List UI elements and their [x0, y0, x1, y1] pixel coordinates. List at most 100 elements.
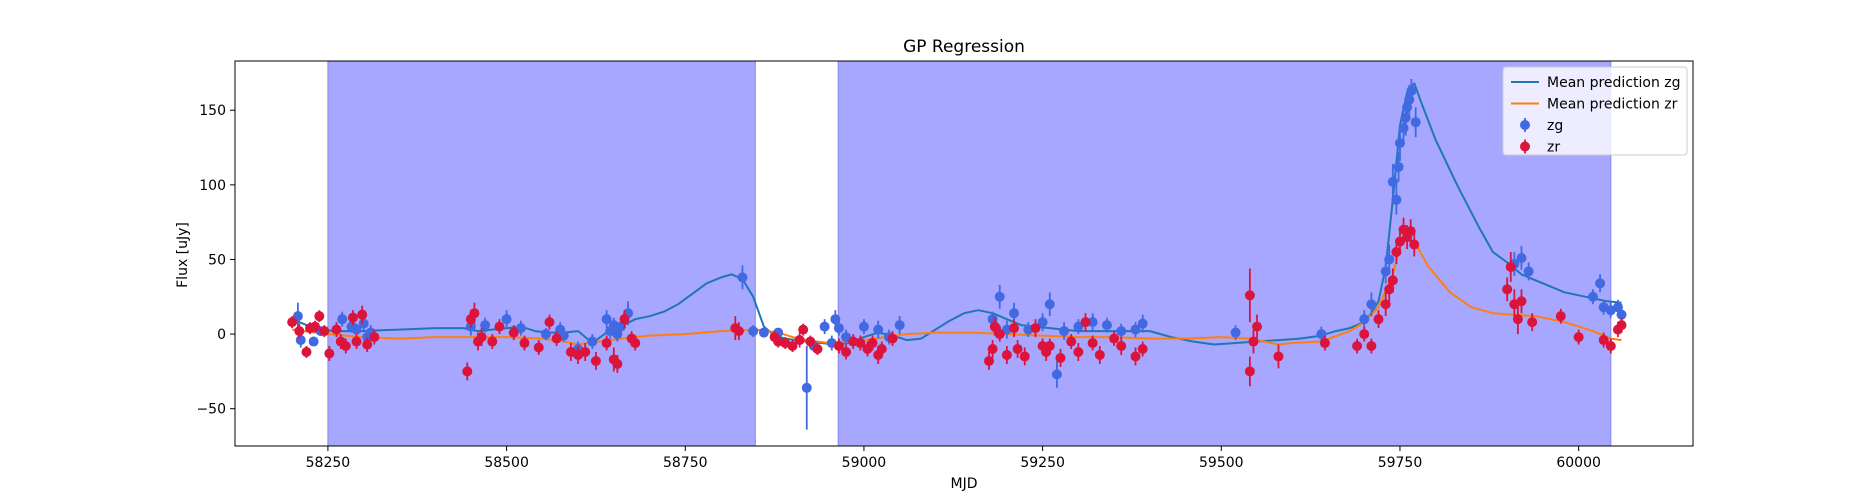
data-point — [1373, 314, 1384, 325]
data-point — [358, 318, 369, 329]
data-point — [357, 309, 368, 320]
data-point — [833, 323, 844, 334]
data-point — [1094, 349, 1105, 360]
data-point — [830, 314, 841, 325]
data-point — [331, 324, 342, 335]
data-point — [544, 317, 555, 328]
data-point — [841, 332, 852, 343]
data-point — [1616, 320, 1627, 331]
data-point — [1394, 236, 1405, 247]
data-point — [758, 327, 769, 338]
data-point — [1116, 341, 1127, 352]
data-point — [580, 346, 591, 357]
data-point — [540, 329, 551, 340]
x-tick-label: 59750 — [1378, 455, 1423, 471]
data-point — [1384, 254, 1395, 265]
data-point — [1001, 349, 1012, 360]
data-point — [501, 314, 512, 325]
data-point — [1387, 176, 1398, 187]
data-point — [1009, 308, 1020, 319]
data-point — [798, 324, 809, 335]
data-point — [989, 321, 1000, 332]
data-point — [1410, 117, 1421, 128]
data-point — [287, 317, 298, 328]
data-point — [1384, 284, 1395, 295]
data-point — [612, 358, 623, 369]
data-point — [1391, 247, 1402, 258]
data-point — [1505, 261, 1516, 272]
x-tick-label: 60000 — [1556, 455, 1601, 471]
data-point — [476, 332, 487, 343]
data-point — [1555, 311, 1566, 322]
data-point — [1055, 352, 1066, 363]
data-point — [1116, 326, 1127, 337]
data-point — [308, 336, 319, 347]
y-tick-label: 50 — [208, 252, 226, 268]
plot-area — [287, 78, 1627, 430]
data-point — [369, 332, 380, 343]
data-point — [1380, 299, 1391, 310]
data-point — [519, 338, 530, 349]
data-point — [1137, 318, 1148, 329]
data-point — [1612, 302, 1623, 313]
data-point — [1387, 275, 1398, 286]
shaded-region-2 — [837, 60, 1612, 447]
data-point — [833, 341, 844, 352]
data-point — [1616, 309, 1627, 320]
data-point — [1406, 85, 1417, 96]
data-point — [748, 326, 759, 337]
data-point — [1598, 335, 1609, 346]
data-point — [1130, 324, 1141, 335]
data-point — [508, 327, 519, 338]
data-point — [1394, 138, 1405, 149]
shaded-bands — [327, 60, 1612, 447]
data-point — [1066, 336, 1077, 347]
data-point — [987, 344, 998, 355]
data-point — [1252, 321, 1263, 332]
y-tick-label: −50 — [196, 402, 226, 418]
legend: Mean prediction zg Mean prediction zr zg zr — [1502, 66, 1688, 156]
data-point — [1516, 252, 1527, 263]
data-point — [1605, 341, 1616, 352]
data-point — [1587, 291, 1598, 302]
legend-label-zr: zr — [1547, 140, 1560, 156]
data-point — [314, 311, 325, 322]
data-point — [876, 344, 887, 355]
x-tick-label: 59250 — [1020, 455, 1065, 471]
plot-frame — [234, 60, 1694, 447]
data-point — [984, 355, 995, 366]
data-point — [362, 339, 373, 350]
data-point — [867, 338, 878, 349]
data-point — [1398, 123, 1409, 134]
x-tick-label: 58500 — [484, 455, 529, 471]
data-point — [1044, 299, 1055, 310]
data-point — [1109, 333, 1120, 344]
data-point — [873, 324, 884, 335]
data-point — [462, 366, 473, 377]
data-point — [587, 336, 598, 347]
data-point — [1087, 338, 1098, 349]
data-point — [612, 329, 623, 340]
data-point — [994, 329, 1005, 340]
data-point — [1316, 329, 1327, 340]
data-point — [1380, 266, 1391, 277]
data-point — [1512, 314, 1523, 325]
x-tick-label: 59000 — [842, 455, 887, 471]
data-point — [1073, 321, 1084, 332]
data-point — [733, 326, 744, 337]
data-point — [301, 346, 312, 357]
data-point — [1393, 161, 1404, 172]
data-point — [1573, 332, 1584, 343]
x-tick-label: 59500 — [1199, 455, 1244, 471]
data-point — [601, 338, 612, 349]
data-point — [1037, 317, 1048, 328]
data-point — [1030, 323, 1041, 334]
data-point — [858, 321, 869, 332]
data-point — [1404, 94, 1415, 105]
data-point — [1359, 329, 1370, 340]
data-point — [324, 348, 335, 359]
data-point — [1400, 112, 1411, 123]
data-point — [737, 272, 748, 283]
x-tick-label: 58250 — [306, 455, 351, 471]
chart-title: GP Regression — [903, 37, 1025, 57]
